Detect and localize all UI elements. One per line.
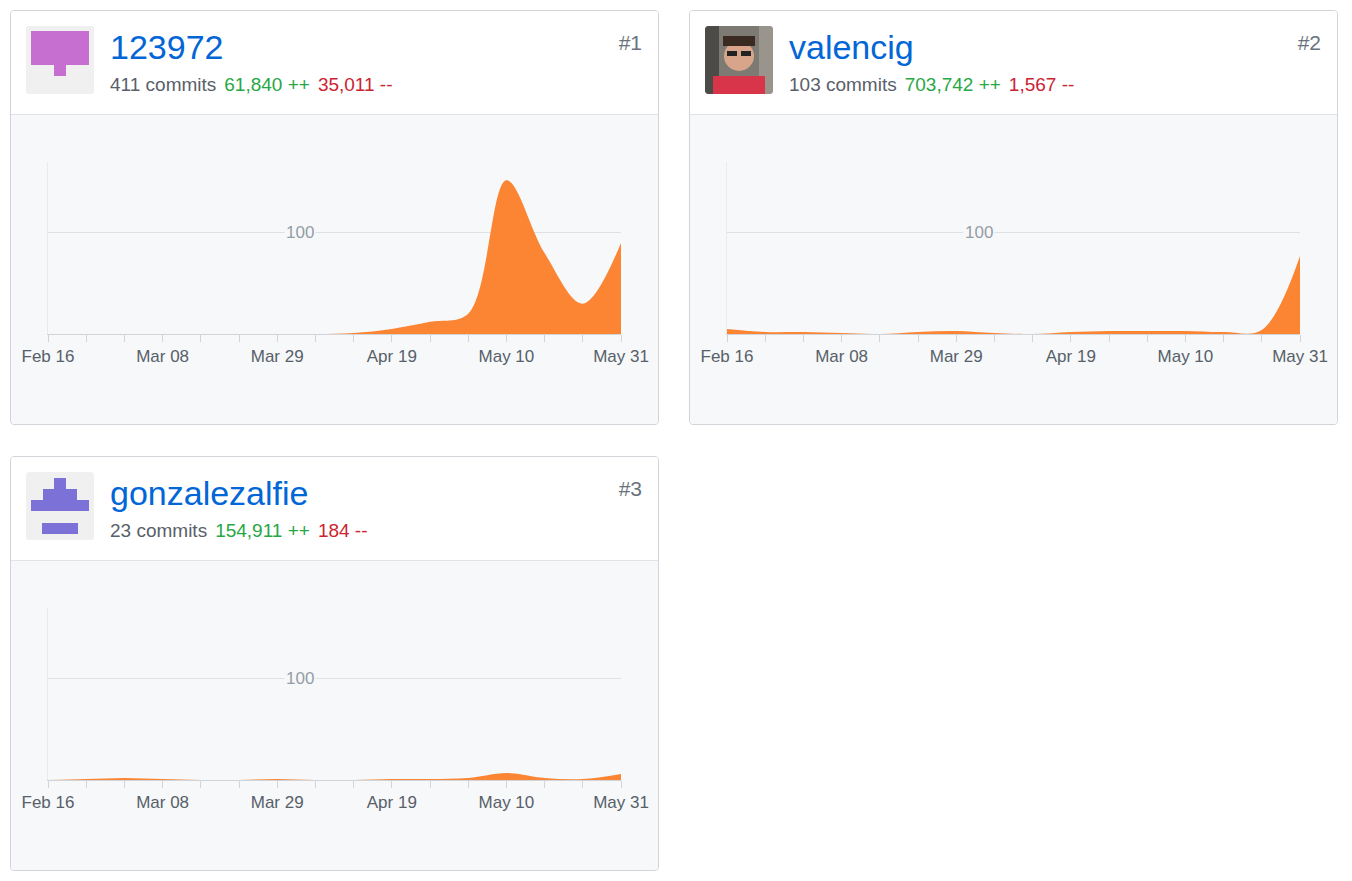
html-text:103 commits 703,742 ++ 1,567 -: 103 commits 703,742 ++ 1,567 -- [789,74,1075,95]
svg-text:Feb 16: Feb 16 [22,793,75,812]
svg-text:Mar 29: Mar 29 [251,793,304,812]
svg-text:Apr 19: Apr 19 [367,793,417,812]
svg-text:May 31: May 31 [593,347,649,366]
svg-text:Feb 16: Feb 16 [701,347,754,366]
svg-text:100: 100 [286,669,314,688]
html-text:123972: 123972 [110,28,224,66]
html-text:#1: #1 [618,31,642,54]
svg-text:100: 100 [286,223,314,242]
svg-text:Mar 08: Mar 08 [136,347,189,366]
svg-text:May 31: May 31 [1272,347,1328,366]
svg-text:May 10: May 10 [1158,347,1214,366]
svg-text:Apr 19: Apr 19 [1046,347,1096,366]
svg-text:May 10: May 10 [479,347,535,366]
svg-text:May 10: May 10 [479,793,535,812]
svg-text:Feb 16: Feb 16 [22,347,75,366]
svg-text:Mar 08: Mar 08 [815,347,868,366]
svg-text:Mar 29: Mar 29 [930,347,983,366]
html-text:23 commits 154,911 ++ 184 --: 23 commits 154,911 ++ 184 -- [110,520,368,541]
svg-text:Mar 08: Mar 08 [136,793,189,812]
html-text:#2: #2 [1297,31,1321,54]
html-text:#3: #3 [618,477,642,500]
svg-text:Mar 29: Mar 29 [251,347,304,366]
html-text:valencig: valencig [789,28,914,66]
html-text:gonzalezalfie: gonzalezalfie [110,474,309,512]
html-text:411 commits 61,840 ++ 35,011 -: 411 commits 61,840 ++ 35,011 -- [110,74,393,95]
svg-text:100: 100 [965,223,993,242]
svg-text:May 31: May 31 [593,793,649,812]
svg-text:Apr 19: Apr 19 [367,347,417,366]
